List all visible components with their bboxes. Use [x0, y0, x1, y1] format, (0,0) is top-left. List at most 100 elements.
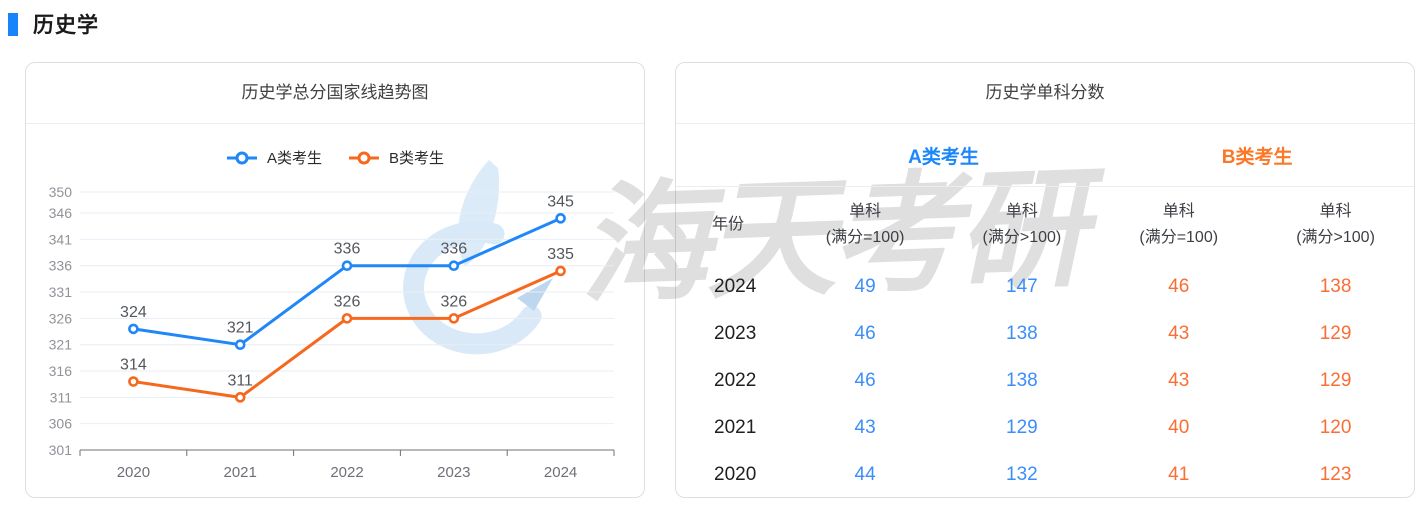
y-axis-tick-label: 311 [50, 389, 73, 405]
score-column-header: 单科 (满分=100) [1100, 187, 1257, 264]
group-header-spacer [676, 124, 787, 187]
trend-line-a [131, 216, 563, 347]
score-cell: 129 [1006, 416, 1038, 438]
data-point-marker [448, 260, 460, 272]
x-axis-category-label: 2024 [544, 464, 577, 481]
score-cell: 138 [1006, 369, 1038, 391]
y-axis-tick-label: 346 [49, 205, 73, 221]
data-point-marker [234, 339, 246, 350]
x-axis-category-label: 2023 [437, 464, 470, 481]
column-header-label: 单科 [1162, 202, 1195, 220]
column-header-sub-label: (满分=100) [1139, 229, 1219, 246]
score-cell: 43 [854, 416, 876, 438]
legend-item-a[interactable]: A类考生 [226, 147, 322, 168]
score-cell: 46 [1168, 275, 1190, 297]
column-header-label: 单科 [1005, 202, 1038, 220]
column-header-label: 年份 [712, 215, 745, 233]
score-cell: 46 [854, 322, 876, 344]
score-cell: 49 [854, 275, 876, 297]
score-column-header: 单科 (满分>100) [944, 187, 1101, 264]
column-header-sub-label: (满分>100) [982, 229, 1062, 246]
national-line-trend-chart: 301 306 311 316 321 326 331 336 341 346 350 2020 202… [49, 184, 615, 481]
data-point-label: 336 [334, 241, 361, 258]
group-header-a: A类考生 [786, 124, 1101, 187]
score-cell: 40 [1168, 416, 1190, 438]
table-card-title: 历史学单科分数 [985, 83, 1105, 102]
x-axis-category-label: 2020 [117, 464, 150, 481]
y-axis-tick-label: 336 [49, 258, 73, 274]
page-header: 历史学 [8, 9, 99, 39]
column-header-label: 单科 [849, 202, 882, 220]
data-point-label: 336 [440, 241, 467, 258]
score-column-header: 单科 (满分>100) [1257, 187, 1414, 264]
data-point-marker [341, 260, 353, 272]
trend-chart-card: 历史学总分国家线趋势图 A类考生 B类考生 301 306 311 316 321 326 3… [25, 62, 645, 498]
group-header-b: B类考生 [1100, 124, 1414, 187]
legend-item-b[interactable]: B类考生 [348, 147, 444, 168]
year-cell: 2020 [714, 463, 757, 485]
column-header-row: 年份 单科 (满分=100) 单科 (满分>100) 单科 (满分=100) 单科 (满分>10… [676, 187, 1414, 264]
score-cell: 129 [1319, 369, 1352, 391]
scores-table-card: 历史学单科分数 A类考生 B类考生 年份 单科 (满分=100) 单科 (满分>100)… [675, 62, 1415, 498]
divider [26, 123, 644, 124]
score-cell: 43 [1168, 322, 1190, 344]
x-axis-category-label: 2021 [224, 464, 257, 481]
chart-legend: A类考生 B类考生 [26, 147, 644, 168]
accent-bar [8, 12, 18, 36]
year-cell: 2023 [714, 322, 757, 344]
group-header-row: A类考生 B类考生 [676, 124, 1414, 187]
scores-table: A类考生 B类考生 年份 单科 (满分=100) 单科 (满分>100) 单科 (满分=10… [676, 124, 1414, 498]
data-point-label: 311 [227, 372, 253, 389]
score-cell: 44 [854, 463, 876, 485]
y-axis-tick-label: 301 [49, 442, 73, 458]
column-header-label: 单科 [1319, 202, 1352, 220]
legend-label: B类考生 [389, 150, 445, 167]
table-row: 2020 44 132 41 123 [676, 451, 1414, 498]
year-cell: 2024 [714, 275, 757, 297]
legend-line-marker-icon [349, 151, 379, 164]
page-title: 历史学 [33, 14, 99, 37]
y-axis-tick-label: 326 [49, 310, 73, 326]
year-cell: 2022 [714, 369, 757, 391]
data-point-marker [234, 392, 246, 403]
year-cell: 2021 [714, 416, 757, 438]
score-cell: 41 [1168, 463, 1190, 485]
data-point-label: 326 [440, 293, 467, 310]
score-cell: 147 [1006, 275, 1038, 297]
data-point-marker [555, 265, 566, 277]
column-header-sub-label: (满分=100) [825, 229, 905, 246]
score-column-header: 单科 (满分=100) [787, 187, 944, 264]
table-row: 2022 46 138 43 129 [676, 357, 1414, 404]
legend-label: A类考生 [266, 150, 322, 167]
y-axis-tick-label: 331 [49, 284, 73, 300]
score-cell: 138 [1006, 322, 1038, 344]
table-row: 2021 43 129 40 120 [676, 404, 1414, 451]
data-point-label: 345 [547, 193, 574, 210]
data-point-marker [555, 213, 566, 224]
score-cell: 138 [1319, 275, 1352, 297]
trend-line-b [131, 269, 563, 399]
x-axis-category-label: 2022 [330, 464, 363, 481]
data-point-marker [341, 313, 353, 324]
y-axis-tick-label: 316 [49, 363, 73, 379]
score-cell: 129 [1319, 322, 1352, 344]
chart-card-title: 历史学总分国家线趋势图 [241, 83, 429, 102]
y-axis-tick-label: 341 [49, 231, 73, 247]
data-point-marker [128, 376, 139, 387]
data-point-label: 314 [120, 357, 147, 374]
score-cell: 43 [1168, 369, 1190, 391]
data-point-marker [448, 313, 460, 324]
table-row: 2024 49 147 46 138 [676, 263, 1414, 310]
y-axis-tick-label: 321 [49, 337, 73, 353]
data-point-label: 335 [547, 246, 574, 263]
column-header-sub-label: (满分>100) [1296, 229, 1375, 246]
score-cell: 120 [1319, 416, 1352, 438]
table-row: 2023 46 138 43 129 [676, 310, 1414, 357]
score-cell: 46 [854, 369, 876, 391]
divider [676, 123, 1414, 124]
score-cell: 132 [1006, 463, 1038, 485]
y-axis-tick-label: 350 [49, 184, 73, 200]
data-point-label: 324 [120, 304, 147, 321]
data-point-label: 321 [227, 320, 254, 337]
y-axis-tick-label: 306 [49, 416, 73, 432]
